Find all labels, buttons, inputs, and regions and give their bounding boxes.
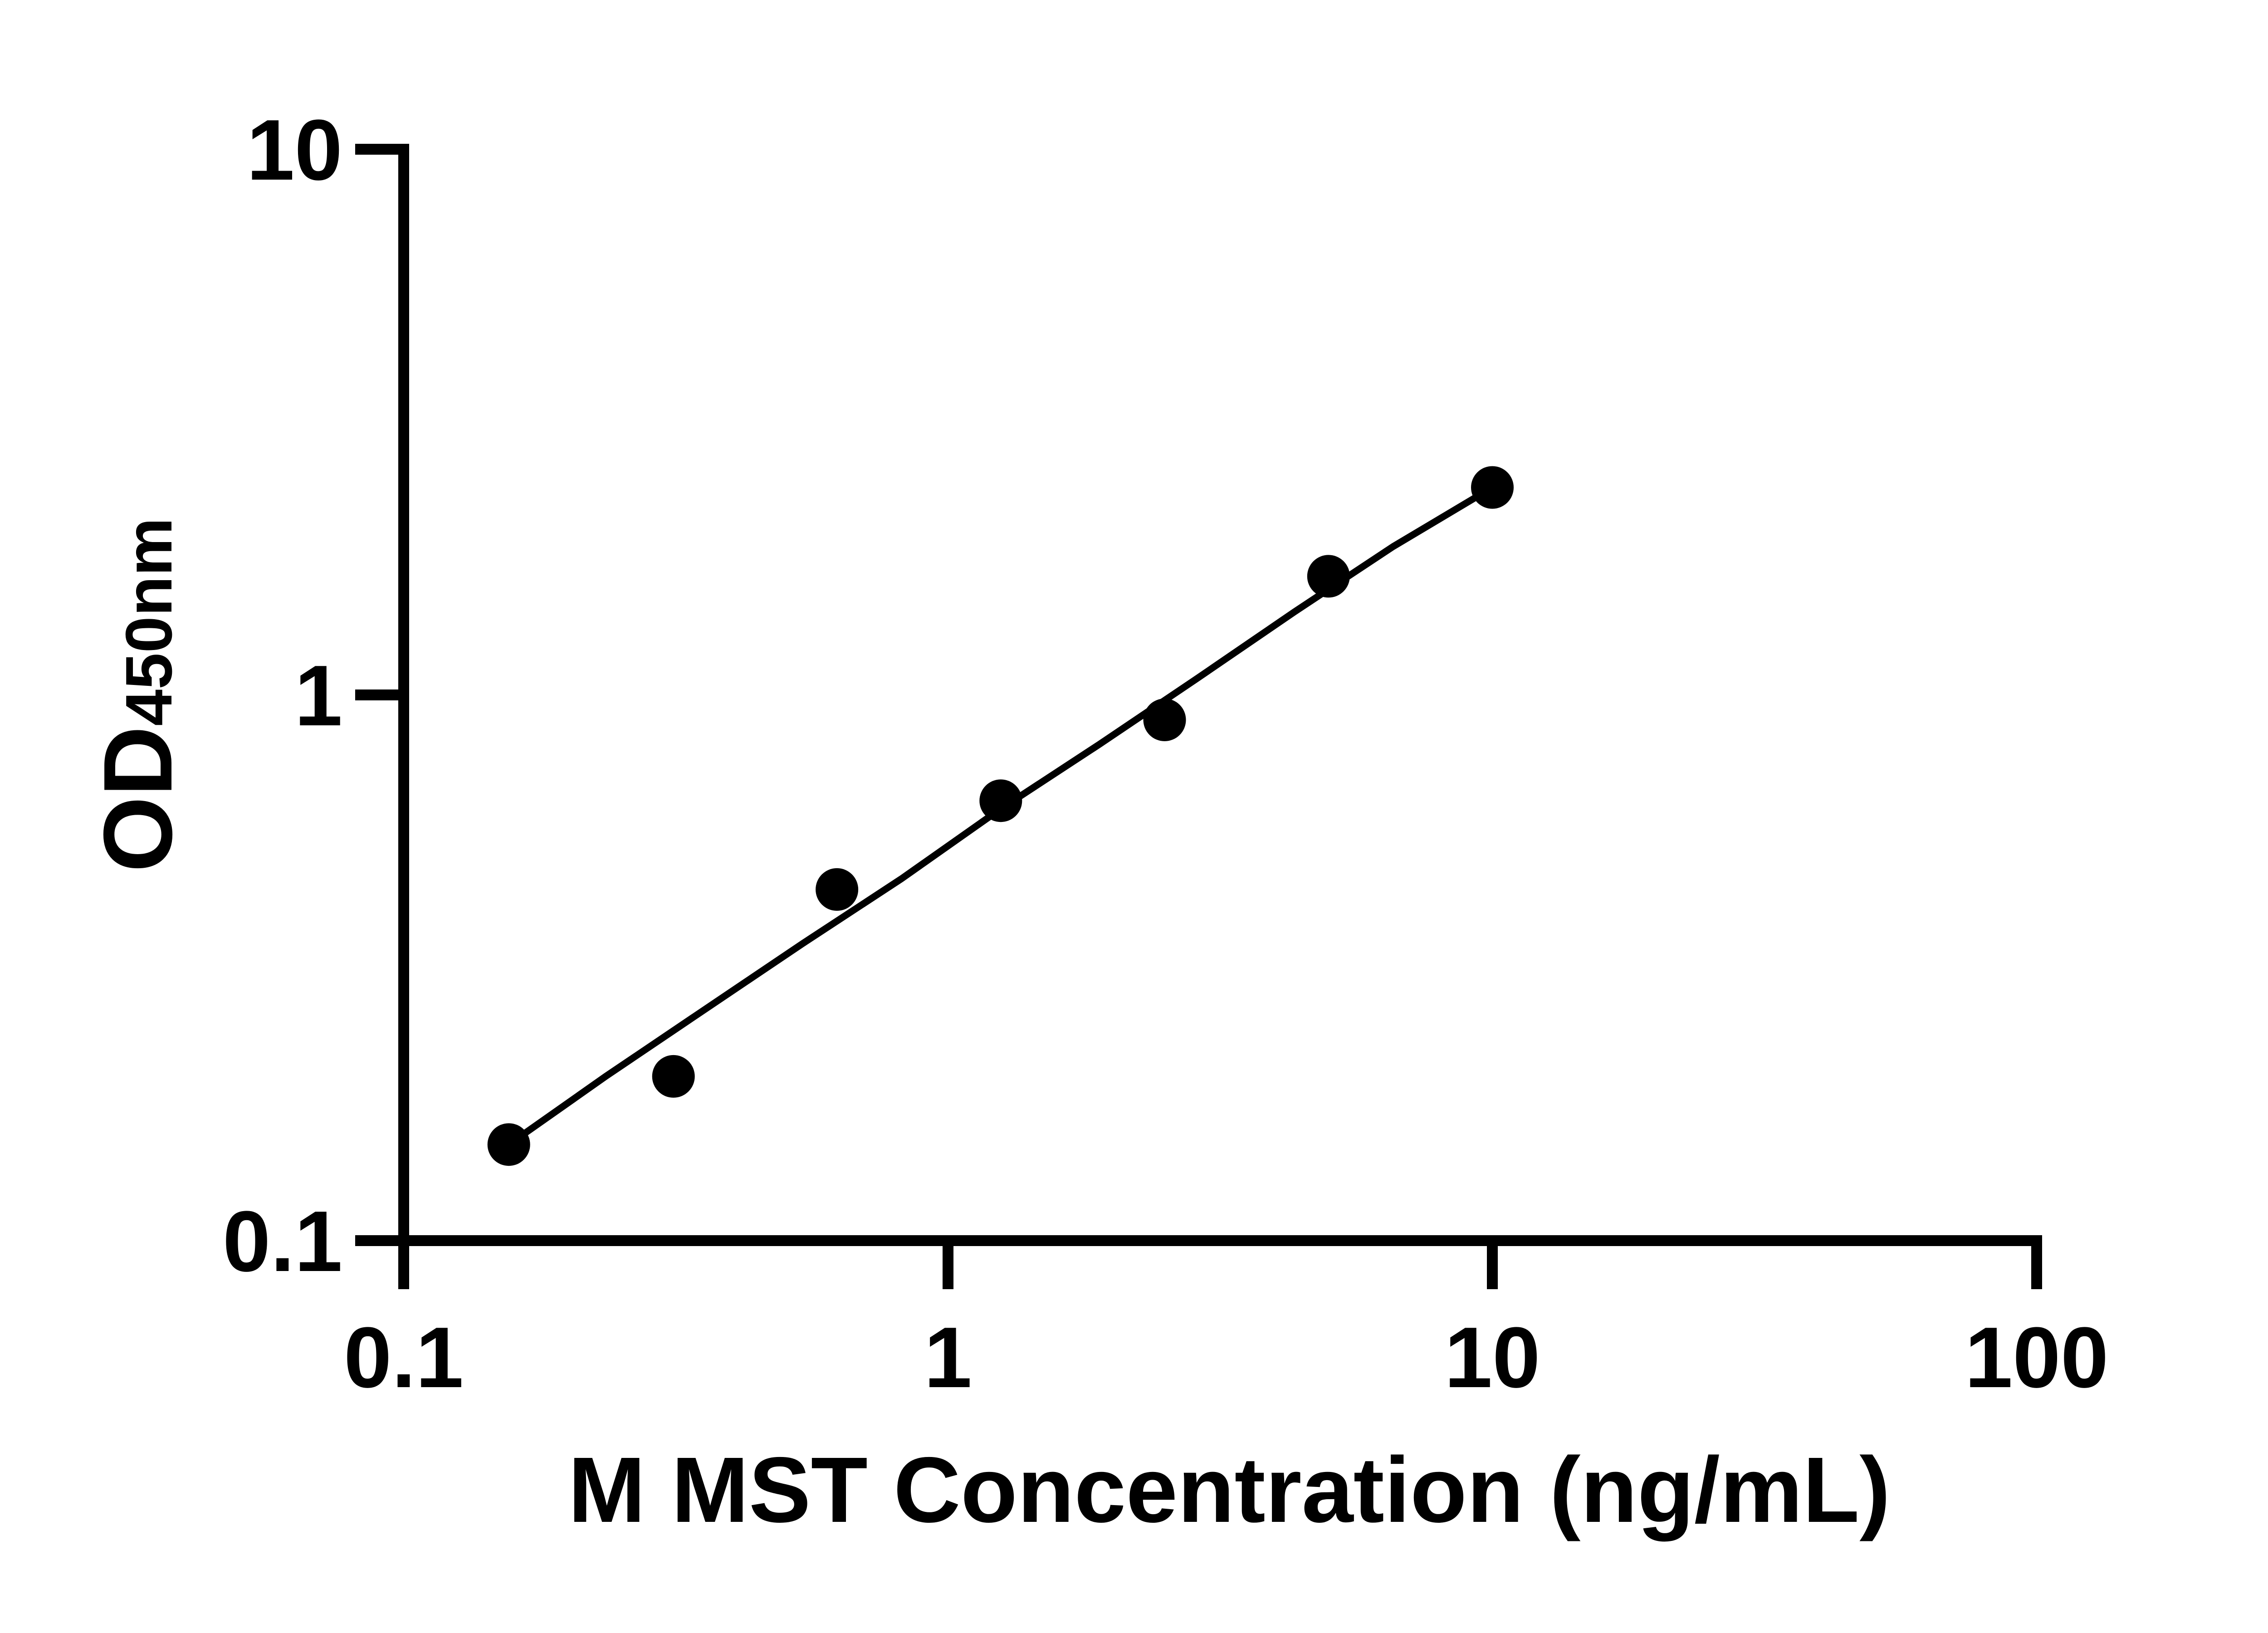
y-axis-tick-labels: 0.1 1 10: [223, 102, 342, 1290]
data-point: [1471, 466, 1514, 509]
y-tick-label: 1: [294, 648, 342, 744]
x-axis-ticks: [398, 1246, 2042, 1289]
y-axis-title: OD450nm: [83, 518, 192, 872]
x-tick-label: 1: [924, 1310, 972, 1406]
axes: [398, 144, 2042, 1246]
data-point: [816, 868, 859, 911]
x-tick-label: 10: [1444, 1310, 1540, 1406]
x-tick-label: 0.1: [344, 1310, 464, 1406]
data-point: [487, 1123, 530, 1166]
y-axis-title-subscript: 450nm: [112, 518, 186, 726]
y-tick-label: 0.1: [223, 1193, 342, 1290]
x-axis-title: M MST Concentration (ng/mL): [568, 1438, 1890, 1542]
data-point: [652, 1055, 695, 1098]
y-tick-label: 10: [247, 102, 342, 198]
data-point: [1307, 555, 1350, 598]
data-point: [979, 779, 1022, 822]
x-axis-tick-labels: 0.1 1 10 100: [344, 1310, 2109, 1406]
y-axis-ticks: [355, 144, 398, 1246]
data-point-markers: [487, 466, 1514, 1166]
data-point: [1143, 699, 1186, 741]
y-axis-title-main: OD: [83, 726, 192, 872]
x-tick-label: 100: [1965, 1310, 2108, 1406]
